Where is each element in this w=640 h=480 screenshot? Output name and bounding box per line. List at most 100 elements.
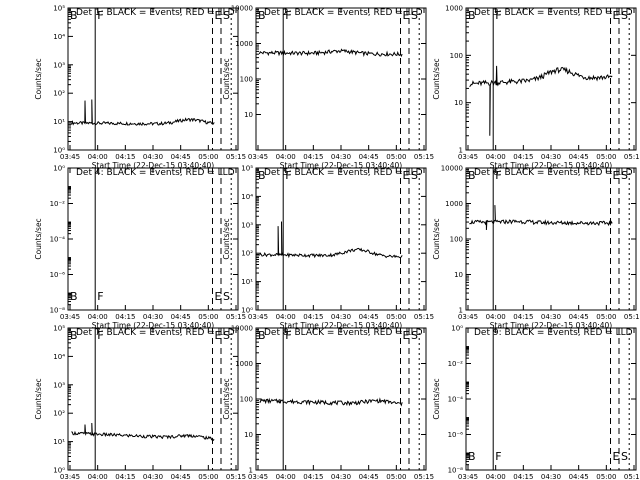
x-tick-label: 04:30 (541, 473, 561, 480)
x-tick-label: 04:30 (541, 153, 561, 161)
events-series-line (258, 221, 403, 259)
y-axis-label: Counts/sec (432, 378, 441, 419)
y-tick-label: 10⁻² (50, 200, 66, 208)
y-tick-label: 10⁵ (241, 165, 253, 173)
x-tick-label: 04:00 (276, 313, 296, 321)
x-tick-label: 04:15 (513, 153, 533, 161)
x-tick-label: 05:15 (226, 313, 246, 321)
x-axis-label: Start Time (22-Dec-15 03:40:40) (490, 161, 612, 170)
time-marker-label: E (403, 169, 410, 182)
x-axis-label: Start Time (22-Dec-15 03:40:40) (280, 321, 402, 330)
x-tick-label: 04:30 (331, 153, 351, 161)
detector-panel-4: Det 4: BLACK = Events, RED = LLD 10⁻⁸ 10⁻⁶… (34, 165, 246, 331)
x-tick-label: 04:15 (115, 473, 135, 480)
x-tick-label: 04:15 (115, 313, 135, 321)
time-marker-label: E (613, 9, 620, 22)
x-tick-label: 04:15 (513, 473, 533, 480)
y-tick-label: 10¹ (53, 118, 65, 126)
y-tick-label: 10⁵ (53, 5, 65, 13)
detector-panel-5: Det 5: BLACK = Events, RED = LLD 10⁰ 10¹ 10… (222, 165, 434, 331)
time-marker-label: S (411, 169, 418, 182)
x-tick-label: 04:45 (171, 153, 191, 161)
x-tick-label: 04:45 (171, 473, 191, 480)
detector-panel-1: Det 1: BLACK = Events, RED = LLD 10⁰ 10² 10… (34, 5, 246, 171)
events-series-line (71, 423, 215, 442)
time-marker-label: F (285, 169, 291, 182)
x-tick-label: 04:15 (303, 153, 323, 161)
y-tick-label: 1000 (445, 5, 463, 13)
x-tick-label: 05:00 (198, 473, 218, 480)
y-tick-label: 10000 (231, 325, 253, 333)
corner-label: B (258, 9, 266, 22)
y-tick-label: 100 (450, 236, 463, 244)
x-tick-label: 05:15 (624, 473, 640, 480)
x-tick-label: 05:00 (198, 153, 218, 161)
time-marker-label: F (97, 329, 103, 342)
x-tick-label: 05:15 (624, 313, 640, 321)
corner-label: B (258, 329, 266, 342)
corner-label: B (468, 9, 476, 22)
y-tick-label: 10⁰ (53, 467, 65, 475)
y-tick-label: 1 (459, 147, 463, 155)
detector-panel-8: Det 8: BLACK = Events, RED = LLD 1 10 100 10… (222, 325, 434, 480)
x-tick-label: 04:45 (359, 313, 379, 321)
y-tick-label: 10² (53, 90, 65, 98)
y-tick-label: 10² (53, 410, 65, 418)
x-tick-label: 05:15 (226, 153, 246, 161)
x-tick-label: 04:00 (88, 313, 108, 321)
panel-title: Det 7: BLACK = Events, RED = LLD (76, 328, 235, 338)
y-tick-label: 10⁰ (451, 325, 463, 333)
time-marker-label: F (97, 9, 103, 22)
time-marker-label: E (215, 329, 222, 342)
y-tick-label: 10⁰ (53, 165, 65, 173)
detector-panel-6: Det 6: BLACK = Events, RED = LLD 1 10 100 10… (432, 165, 640, 331)
x-tick-label: 04:00 (88, 153, 108, 161)
y-tick-label: 10³ (53, 61, 65, 69)
x-tick-label: 04:15 (303, 473, 323, 480)
x-tick-label: 04:45 (171, 313, 191, 321)
detector-panel-9: Det 9: BLACK = Events, RED = LLD 10⁻⁸ 10⁻⁶… (432, 325, 640, 480)
time-marker-label: F (285, 9, 291, 22)
y-axis-label: Counts/sec (222, 58, 231, 99)
time-marker-label: F (495, 450, 501, 463)
panel-title: Det 1: BLACK = Events, RED = LLD (76, 8, 235, 18)
y-axis-label: Counts/sec (222, 378, 231, 419)
x-tick-label: 03:45 (248, 473, 268, 480)
corner-label: B (258, 169, 266, 182)
y-tick-label: 100 (450, 52, 463, 60)
y-axis-label: Counts/sec (34, 58, 43, 99)
events-series-line (70, 99, 215, 126)
time-marker-label: S (223, 9, 230, 22)
time-marker-label: B (70, 290, 78, 303)
time-marker-label: E (613, 450, 620, 463)
panel-title: Det 4: BLACK = Events, RED = LLD (76, 168, 235, 178)
x-tick-label: 05:00 (596, 473, 616, 480)
events-series-line (469, 205, 613, 230)
x-axis-label: Start Time (22-Dec-15 03:40:40) (280, 161, 402, 170)
x-tick-label: 03:45 (60, 153, 80, 161)
detector-panel-3: Det 3: BLACK = Events, RED = LLD 1 10 100 10… (432, 5, 640, 171)
panel-title: Det 2: BLACK = Events, RED = LLD (264, 8, 423, 18)
y-tick-label: 10¹ (53, 438, 65, 446)
y-tick-label: 10⁴ (241, 193, 253, 201)
x-tick-label: 03:45 (458, 473, 478, 480)
x-tick-label: 04:00 (276, 153, 296, 161)
time-marker-label: S (223, 329, 230, 342)
time-marker-label: S (411, 329, 418, 342)
y-tick-label: 10⁰ (241, 307, 253, 315)
x-tick-label: 04:15 (115, 153, 135, 161)
y-tick-label: 10 (244, 111, 253, 119)
x-tick-label: 03:45 (458, 313, 478, 321)
y-axis-label: Counts/sec (432, 218, 441, 259)
x-tick-label: 04:45 (569, 313, 589, 321)
x-tick-label: 05:00 (596, 313, 616, 321)
y-tick-label: 1000 (445, 200, 463, 208)
y-tick-label: 10 (454, 271, 463, 279)
time-marker-label: E (215, 290, 222, 303)
events-series-line (259, 397, 403, 407)
x-tick-label: 05:15 (414, 473, 434, 480)
events-series-line (469, 65, 613, 136)
time-marker-label: S (223, 290, 230, 303)
x-tick-label: 04:00 (486, 313, 506, 321)
